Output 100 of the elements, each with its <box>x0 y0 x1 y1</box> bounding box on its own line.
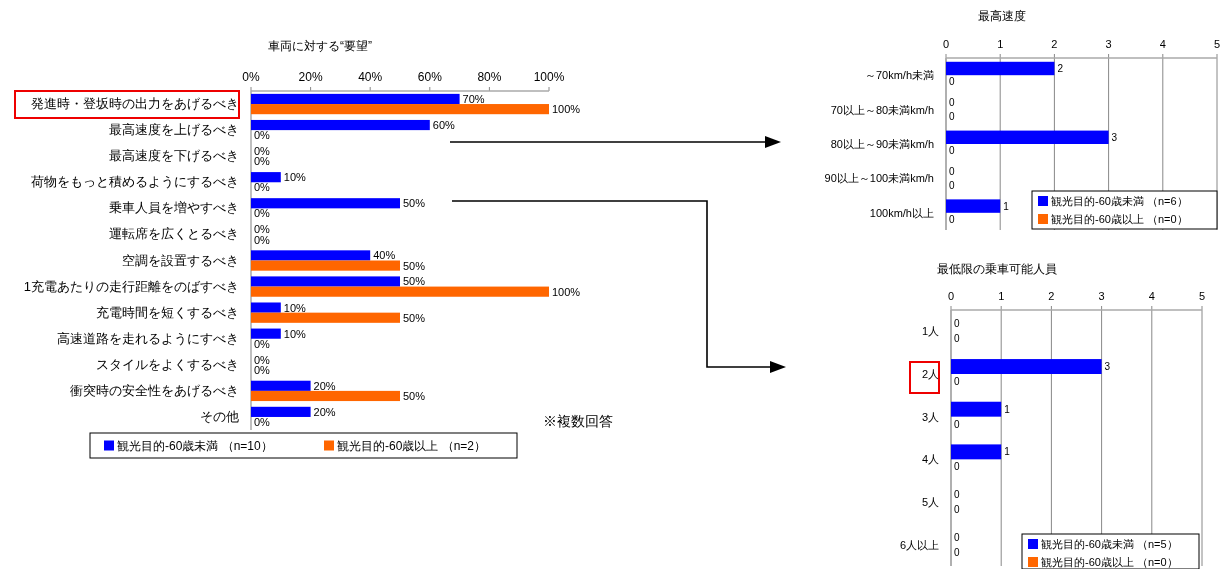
y-tick-label: 80以上～90未満km/h <box>830 138 934 150</box>
x-tick-label: 60% <box>417 70 443 84</box>
data-label: 0 <box>954 418 960 430</box>
data-label: 0% <box>254 223 271 236</box>
y-tick-label: 5人 <box>921 496 939 508</box>
legend-label: 観光目的-60歳以上 （n=0） <box>1041 556 1178 568</box>
chart-title: 車両に対する“要望” <box>268 39 372 53</box>
x-tick-label: 3 <box>1105 38 1112 50</box>
data-label: 70% <box>462 92 485 105</box>
chart-title: 最高速度 <box>977 9 1026 23</box>
bar <box>251 312 400 323</box>
x-tick-label: 1 <box>998 290 1005 302</box>
x-tick-label: 0 <box>942 38 950 50</box>
bar <box>251 260 400 271</box>
data-label: 20% <box>313 405 336 418</box>
bar <box>946 130 1109 144</box>
x-tick-label: 5 <box>1213 38 1221 50</box>
y-tick-label: 90以上～100未満km/h <box>824 172 934 185</box>
data-label: 3 <box>1111 131 1118 143</box>
y-tick-label: 最高速度を上げるべき <box>109 122 239 138</box>
data-label: 0 <box>954 546 960 558</box>
y-tick-label: 運転席を広くとるべき <box>109 226 239 242</box>
bar <box>251 406 311 417</box>
bar <box>251 390 400 402</box>
data-label: 0 <box>949 97 955 109</box>
annotation: ※複数回答 <box>543 413 613 429</box>
data-label: 0% <box>254 181 271 194</box>
bar <box>251 380 311 391</box>
y-tick-label: 乗車人員を増やすべき <box>109 200 239 216</box>
data-label: 0% <box>254 353 271 366</box>
legend-label: 観光目的-60歳未満 （n=5） <box>1041 538 1178 550</box>
y-tick-label: 3人 <box>921 410 939 423</box>
data-label: 0% <box>254 155 271 168</box>
bar <box>251 328 281 339</box>
data-label: 0% <box>254 337 271 350</box>
data-label: 0% <box>254 145 271 158</box>
data-label: 1 <box>1004 403 1011 415</box>
y-tick-label: 1充電あたりの走行距離をのばすべき <box>23 278 239 294</box>
y-tick-label: 70以上～80未満km/h <box>830 103 934 116</box>
data-label: 50% <box>403 275 426 288</box>
bar <box>251 119 430 131</box>
bar <box>251 198 400 209</box>
chart-title: 最低限の乗車可能人員 <box>936 262 1057 276</box>
data-label: 60% <box>432 119 456 132</box>
bar <box>251 104 549 115</box>
y-tick-label: 空調を設置するべき <box>122 252 239 268</box>
data-label: 0% <box>254 233 271 246</box>
x-tick-label: 0 <box>947 290 955 302</box>
data-label: 0% <box>254 207 271 220</box>
x-tick-label: 4 <box>1148 290 1155 302</box>
data-label: 0 <box>949 166 955 178</box>
bar <box>251 250 371 261</box>
data-label: 2 <box>1057 62 1064 74</box>
data-label: 1 <box>1004 446 1011 458</box>
data-label: 0 <box>949 110 955 122</box>
x-tick-label: 5 <box>1198 290 1206 302</box>
data-label: 10% <box>283 301 307 314</box>
data-label: 0 <box>949 179 955 191</box>
data-label: 0% <box>254 416 271 429</box>
data-label: 100% <box>552 103 581 116</box>
data-label: 10% <box>283 171 307 184</box>
data-label: 50% <box>403 389 426 402</box>
data-label: 0% <box>254 129 271 142</box>
y-tick-label: その他 <box>200 408 239 424</box>
x-tick-label: 20% <box>298 70 323 84</box>
data-label: 1 <box>1003 200 1010 212</box>
legend-label: 観光目的-60歳以上 （n=0） <box>1051 213 1188 225</box>
y-tick-label: 充電時間を短くするべき <box>96 304 239 320</box>
bar <box>251 172 281 183</box>
x-tick-label: 100% <box>533 70 565 84</box>
data-label: 50% <box>403 259 426 272</box>
x-tick-label: 2 <box>1048 290 1055 302</box>
bar <box>251 286 549 297</box>
y-tick-label: 高速道路を走れるようにすべき <box>57 330 239 346</box>
y-tick-label: 2人 <box>921 368 939 380</box>
data-label: 0 <box>954 375 960 387</box>
data-label: 10% <box>283 327 307 340</box>
data-label: 0 <box>954 318 960 330</box>
y-tick-label: 発進時・登坂時の出力をあげるべき <box>31 96 239 112</box>
data-label: 0 <box>954 503 960 515</box>
y-tick-label: 最高速度を下げるべき <box>109 148 239 164</box>
data-label: 50% <box>403 311 426 324</box>
x-tick-label: 0% <box>242 70 260 84</box>
bar <box>251 93 460 105</box>
bar <box>251 302 281 313</box>
y-tick-label: ～70km/h未満 <box>864 69 934 82</box>
data-label: 50% <box>403 197 426 210</box>
x-tick-label: 80% <box>477 70 502 84</box>
legend-label: 観光目的-60歳未満 （n=6） <box>1051 195 1188 207</box>
y-tick-label: 1人 <box>921 325 939 338</box>
y-tick-label: 衝突時の安全性をあげるべき <box>70 382 239 398</box>
y-tick-label: 6人以上 <box>899 538 939 551</box>
data-label: 40% <box>373 249 396 262</box>
x-tick-label: 2 <box>1051 38 1058 50</box>
bar <box>946 199 1001 213</box>
data-label: 0 <box>954 461 960 473</box>
y-tick-label: 荷物をもっと積めるようにするべき <box>31 174 239 190</box>
legend-label: 観光目的-60歳未満 （n=10） <box>117 438 273 453</box>
data-label: 0 <box>949 214 955 226</box>
legend-label: 観光目的-60歳以上 （n=2） <box>337 438 487 453</box>
